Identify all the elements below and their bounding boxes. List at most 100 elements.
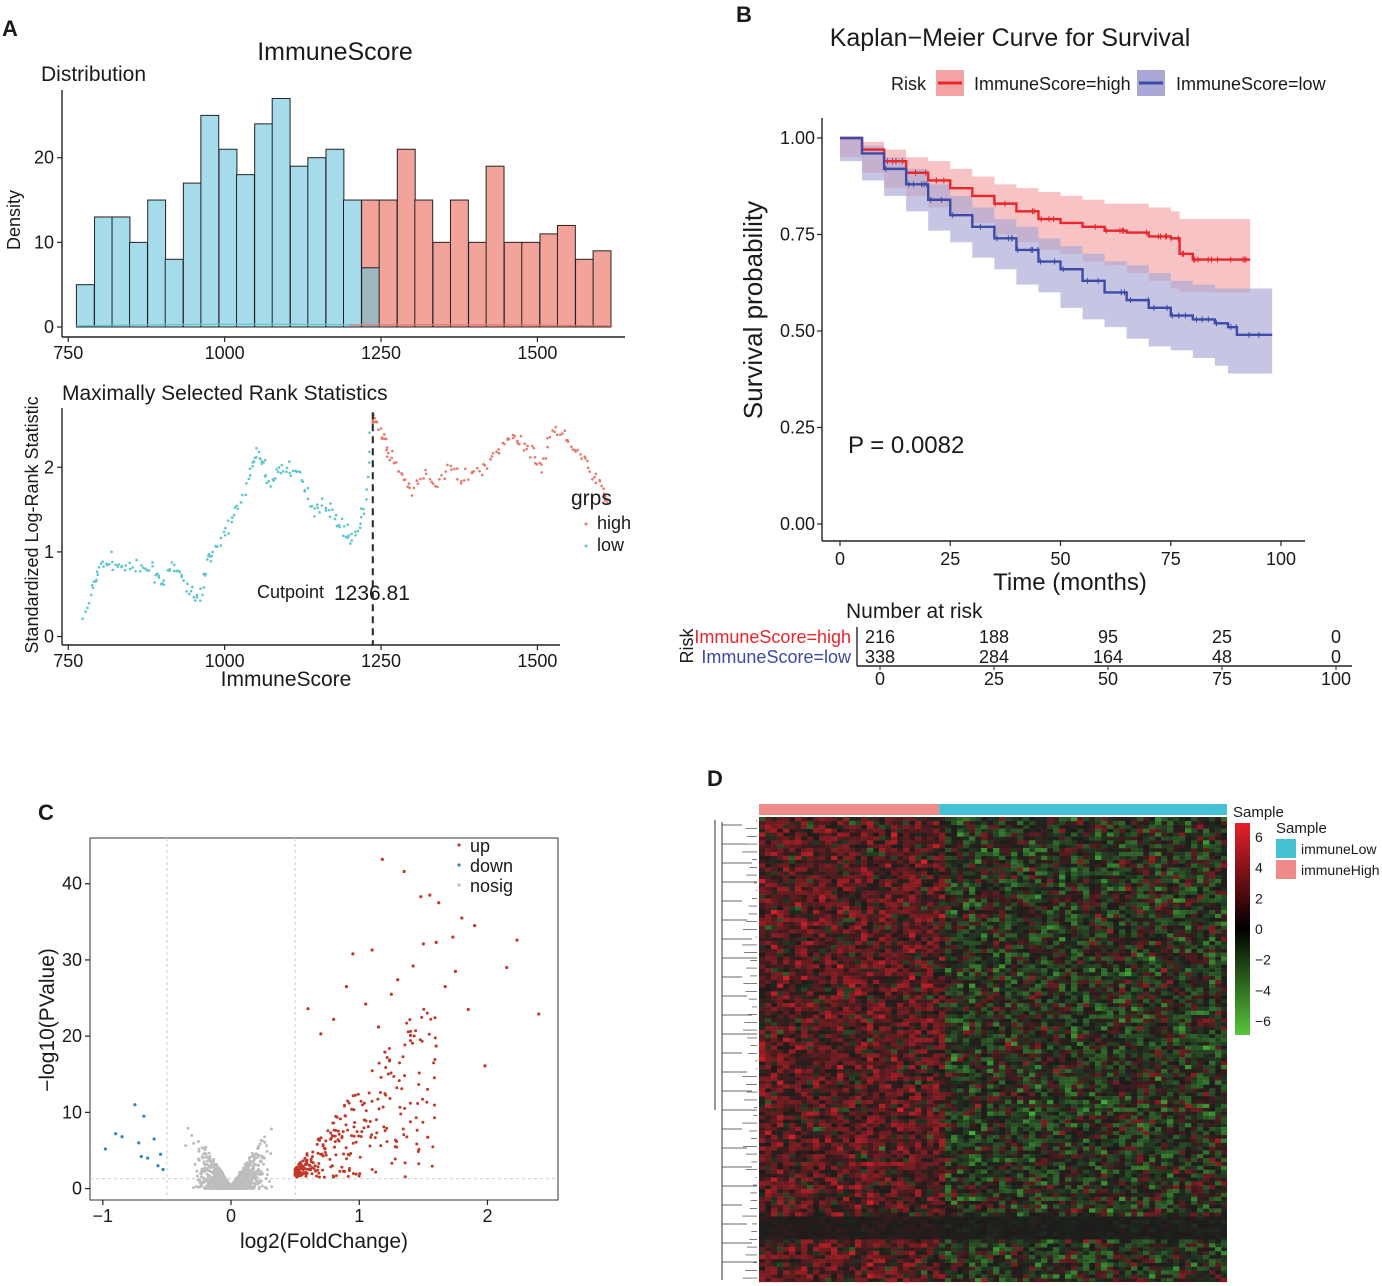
heatmap-cell	[1041, 825, 1047, 829]
heatmap-cell	[873, 833, 879, 837]
heatmap-cell	[819, 917, 826, 922]
heatmap-cell	[765, 902, 772, 907]
heatmap-cell	[1107, 941, 1114, 946]
heatmap-cell	[837, 856, 843, 860]
heatmap-cell	[759, 859, 766, 864]
heatmap-cell	[765, 898, 772, 903]
heatmap-cell	[831, 824, 838, 829]
heatmap-cell	[939, 944, 946, 950]
heatmap-cell	[897, 851, 904, 857]
heatmap-cell	[1137, 875, 1144, 880]
heatmap-cell	[1071, 925, 1078, 930]
heatmap-cell	[1071, 844, 1078, 849]
heatmap-cell	[843, 929, 850, 934]
heatmap-cell	[795, 925, 802, 930]
heatmap-cell	[993, 844, 1000, 849]
heatmap-cell	[825, 894, 832, 899]
heatmap-cell	[771, 871, 778, 876]
heatmap-cell	[987, 836, 994, 841]
heatmap-cell	[1005, 913, 1012, 919]
heatmap-cell	[1119, 906, 1126, 911]
heatmap-cell	[1053, 941, 1060, 946]
heatmap-cell	[1191, 867, 1198, 872]
maxstat-point-low	[187, 592, 191, 596]
heatmap-cell	[1035, 820, 1042, 826]
heatmap-cell	[1185, 859, 1192, 864]
heatmap-cell	[939, 902, 946, 907]
volcano-point-up	[366, 1125, 370, 1129]
heatmap-cell	[1029, 848, 1036, 853]
volcano-point-up	[417, 1083, 421, 1087]
heatmap-cell	[897, 840, 904, 845]
heatmap-cell	[1071, 875, 1078, 880]
heatmap-cell	[903, 890, 910, 895]
maxstat-point-high	[519, 434, 523, 438]
heatmap-cell	[789, 882, 796, 888]
heatmap-cell	[903, 867, 910, 872]
heatmap-cell	[999, 855, 1006, 860]
maxstat-point-low	[277, 466, 281, 469]
heatmap-cell	[1119, 890, 1126, 895]
maxstat-point-high	[584, 457, 587, 460]
heatmap-cell	[993, 875, 1000, 880]
heatmap-cell	[759, 832, 766, 837]
maxstat-point-high	[602, 487, 605, 490]
histogram-bar-high	[414, 199, 434, 328]
heatmap-cell	[789, 902, 796, 907]
heatmap-cell	[867, 910, 874, 915]
volcano-point-up	[344, 1146, 348, 1150]
heatmap-cell	[855, 960, 862, 965]
heatmap-cell	[837, 913, 844, 919]
heatmap-cell	[1125, 937, 1131, 941]
heatmap-cell	[1215, 921, 1222, 926]
volcano-point-nosig	[206, 1159, 210, 1163]
heatmap-cell	[849, 898, 855, 902]
heatmap-cell	[1011, 879, 1018, 884]
maxstat-point-low	[263, 458, 267, 462]
heatmap-cell	[867, 902, 874, 907]
heatmap-cell	[825, 879, 832, 884]
heatmap-cell	[1137, 867, 1144, 872]
volcano-point-nosig	[200, 1146, 204, 1150]
heatmap-cell	[819, 879, 826, 884]
maxstat-point-low	[124, 564, 128, 567]
volcano-point-nosig	[215, 1173, 219, 1177]
maxstat-point-high	[544, 457, 548, 460]
heatmap-cell	[1197, 851, 1204, 857]
heatmap-cell	[1029, 820, 1036, 826]
heatmap-cell	[1155, 840, 1162, 845]
heatmap-cell	[951, 852, 957, 856]
heatmap-cell	[1173, 890, 1180, 895]
heatmap-cell	[1221, 956, 1228, 961]
heatmap-cell	[969, 824, 976, 829]
volcano-point-up	[383, 1092, 387, 1096]
heatmap-cell	[945, 941, 952, 946]
heatmap-cell	[1041, 882, 1048, 888]
heatmap-cell	[993, 817, 1000, 822]
heatmap-cell	[843, 960, 850, 965]
volcano-y-tick-label: 40	[62, 874, 82, 894]
heatmap-cell	[1065, 855, 1072, 860]
heatmap-cell	[813, 848, 820, 853]
heatmap-cell	[1035, 953, 1041, 957]
heatmap-cell	[1023, 898, 1030, 903]
heatmap-cell	[957, 948, 964, 953]
heatmap-cell	[1143, 832, 1150, 837]
heatmap-cell	[1047, 917, 1054, 922]
volcano-point-nosig	[263, 1185, 267, 1189]
heatmap-cell	[951, 829, 957, 833]
heatmap-cell	[951, 848, 958, 853]
maxstat-point-high	[541, 457, 545, 460]
volcano-point-up	[301, 1168, 305, 1172]
heatmap-cell	[1023, 879, 1030, 884]
heatmap-cell	[891, 844, 897, 848]
heatmap-cell	[1083, 817, 1090, 822]
heatmap-cell	[789, 867, 796, 872]
heatmap-cell	[1155, 863, 1162, 868]
heatmap-cell	[825, 890, 832, 895]
heatmap-cell	[801, 944, 808, 950]
heatmap-cell	[1143, 894, 1150, 899]
heatmap-cell	[975, 894, 982, 899]
heatmap-cell	[1125, 929, 1131, 933]
